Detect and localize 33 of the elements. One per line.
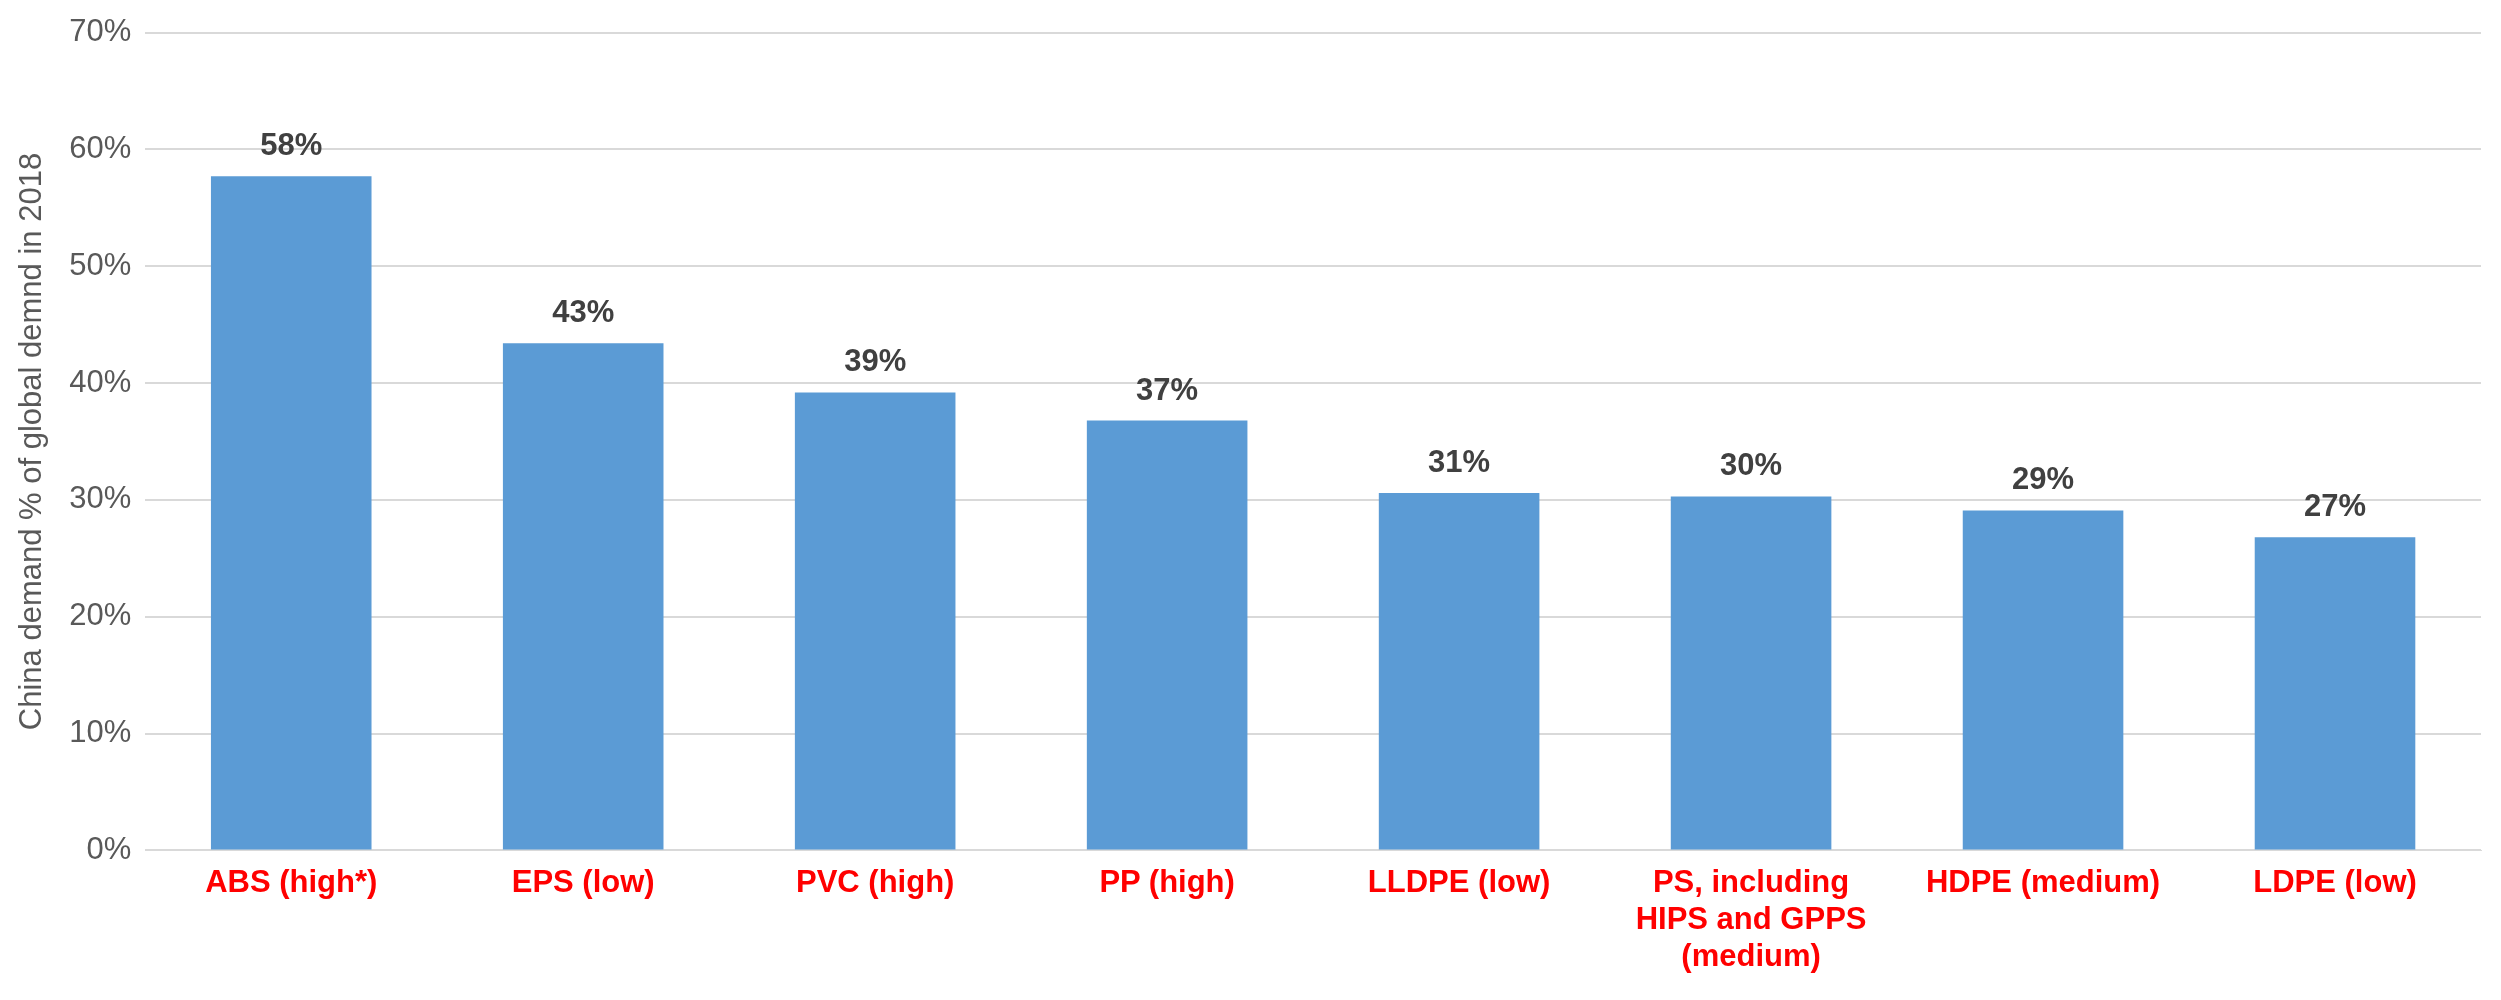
y-tick-label: 10% [69,714,132,750]
bar [2254,537,2416,850]
data-label: 39% [844,343,907,379]
data-label: 31% [1428,443,1491,479]
x-tick-label: LDPE (low) [2253,863,2417,899]
bar [1086,420,1248,850]
bar [794,392,956,850]
x-tick-label: HDPE (medium) [1925,863,2161,899]
bar [1378,492,1540,850]
y-tick-label: 30% [69,480,132,516]
y-tick-label: 60% [69,129,132,165]
y-tick-label: 20% [69,597,132,633]
bar [1670,496,1832,850]
x-tick-label: PVC (high) [795,863,955,899]
data-label: 27% [2303,488,2367,524]
data-label: 29% [2012,461,2075,497]
data-label: 37% [1136,371,1199,407]
y-tick-label: 0% [86,830,132,866]
data-label: 30% [1720,447,1783,483]
bar [502,343,664,850]
bar [1962,510,2124,850]
data-label: 58% [260,127,323,163]
bar [210,176,372,850]
data-label: 43% [552,294,615,330]
y-tick-label: 50% [69,246,132,282]
x-tick-label: EPS (low) [511,863,655,899]
x-tick-label: PS, including HIPS and GPPS (medium) [1635,863,1867,973]
y-axis-title: China demand % of global demnd in 2018 [13,152,49,731]
x-tick-label: LLDPE (low) [1367,863,1551,899]
y-tick-label: 40% [69,363,132,399]
y-tick-label: 70% [69,13,132,49]
x-tick-label: ABS (high*) [205,863,378,899]
x-tick-label: PP (high) [1099,863,1235,899]
